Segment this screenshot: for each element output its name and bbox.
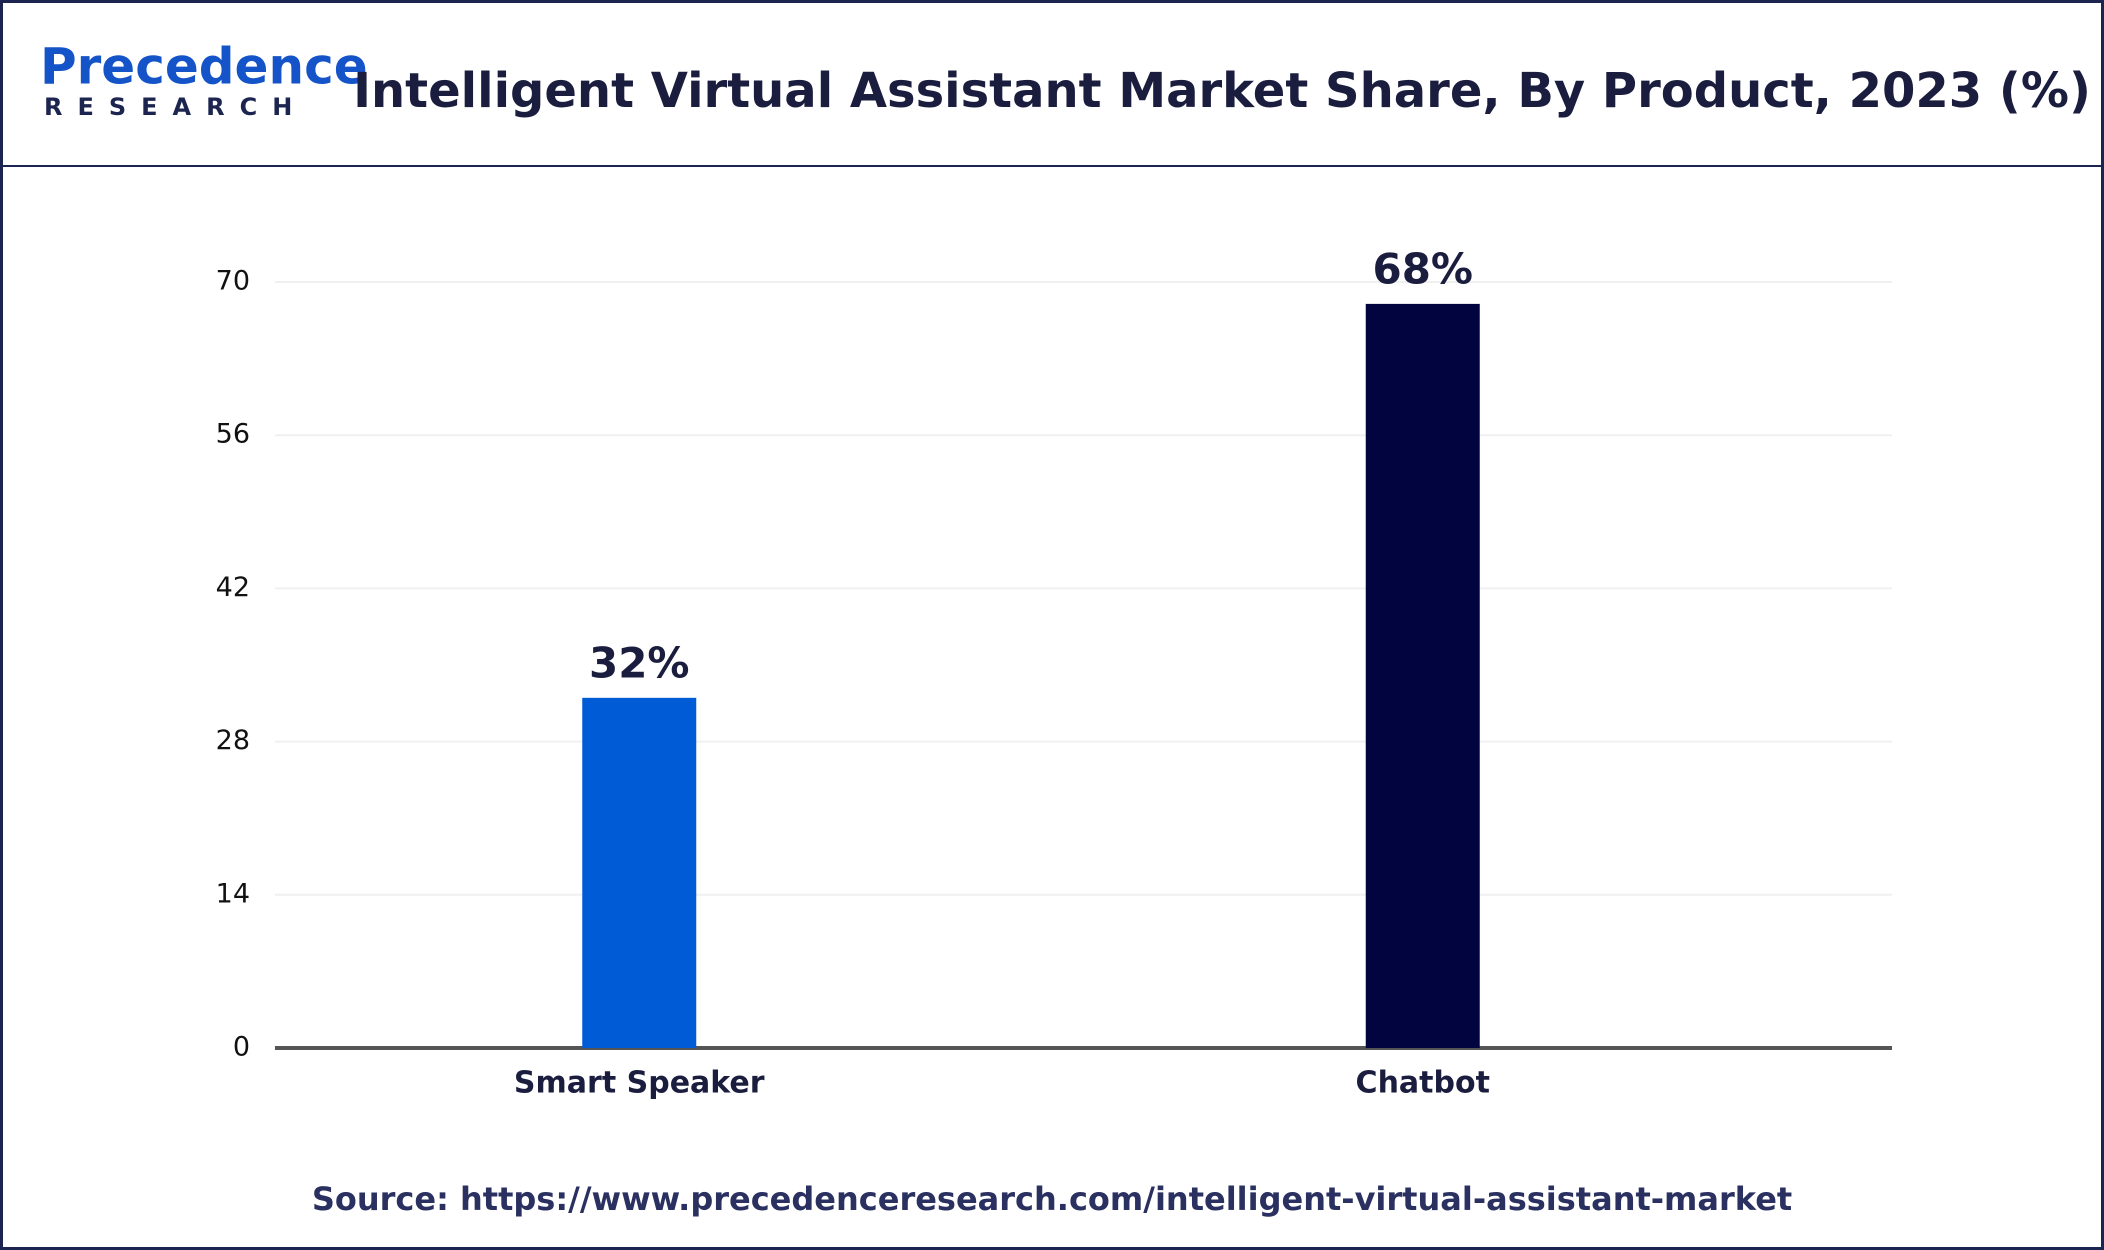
- source: Source: https://www.precedenceresearch.c…: [312, 1180, 1792, 1218]
- bar: [1365, 303, 1480, 1048]
- chart-title: Intelligent Virtual Assistant Market Sha…: [353, 63, 2091, 119]
- logo-name: Precedence: [40, 38, 368, 96]
- x-tick-label: Chatbot: [1356, 1066, 1490, 1101]
- y-tick-label: 42: [216, 572, 250, 603]
- y-tick-label: 56: [216, 419, 250, 450]
- x-tick-label: Smart Speaker: [514, 1066, 765, 1101]
- bar: [582, 697, 697, 1048]
- y-tick-label: 0: [233, 1032, 250, 1063]
- y-tick-label: 70: [216, 266, 250, 297]
- logo-tagline: RESEARCH: [44, 93, 307, 121]
- value-label: 68%: [1372, 244, 1473, 293]
- y-tick-label: 14: [216, 878, 250, 909]
- y-tick-label: 28: [216, 725, 250, 756]
- value-label: 32%: [589, 638, 690, 687]
